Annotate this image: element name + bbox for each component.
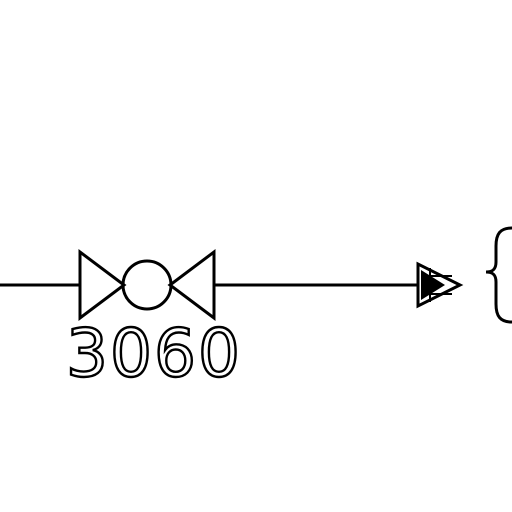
flow-arrow-outline [416,261,464,309]
valve-left-triangle [78,249,127,321]
ball-valve-symbol [78,249,216,321]
valve-tag-label: 3060 [66,315,242,392]
flow-arrow-fill [421,270,445,300]
valve-right-triangle [167,249,216,321]
flow-arrow-symbol [416,261,464,309]
valve-ball [121,259,173,311]
curly-brace-symbol [485,226,512,324]
